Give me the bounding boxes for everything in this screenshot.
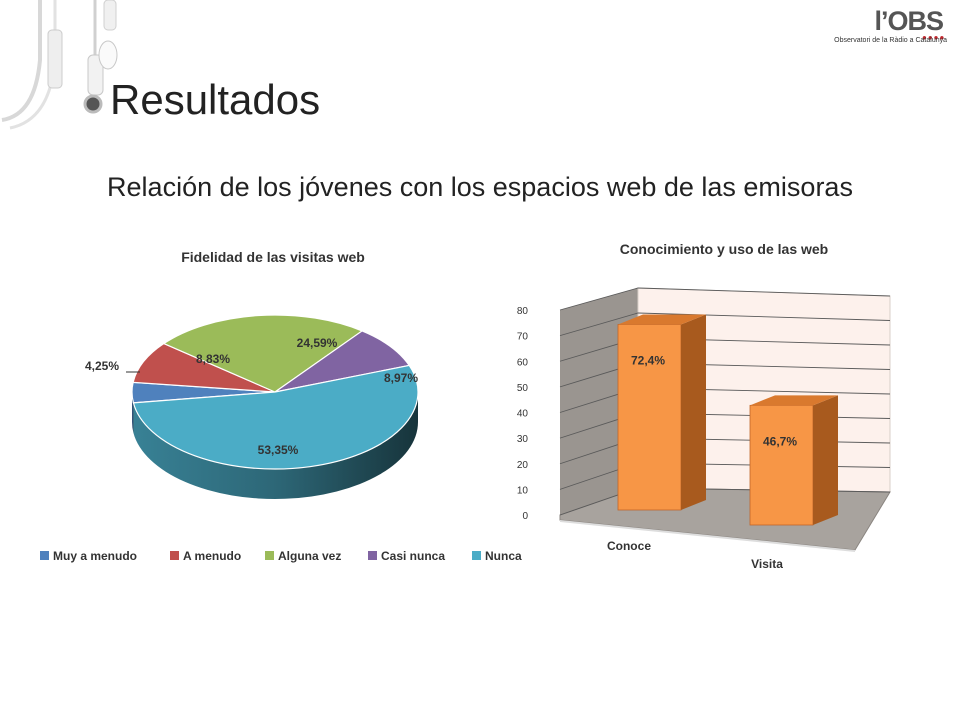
y-tick-label: 30 — [517, 434, 529, 445]
bullet-dot-icon — [83, 94, 103, 114]
bar-chart-bars: 72,4% 46,7% — [617, 314, 838, 526]
y-tick-label: 20 — [517, 460, 529, 471]
y-tick-label: 80 — [517, 306, 529, 317]
floor-edge — [560, 520, 855, 552]
bar-chart: Conocimiento y uso de las web 0 10 20 30 40 5… — [517, 241, 891, 571]
legend-label: Muy a menudo — [53, 549, 137, 563]
y-tick-label: 10 — [517, 485, 529, 496]
bar-chart-y-axis: 0 10 20 30 40 50 60 70 80 — [517, 306, 529, 522]
legend-label: A menudo — [183, 549, 241, 563]
pie-legend-item: Alguna vez — [265, 549, 341, 563]
legend-swatch — [40, 551, 49, 560]
bar-conoce-top — [618, 314, 706, 325]
pie-body — [131, 314, 419, 499]
gridline — [559, 287, 891, 311]
pie-chart: Fidelidad de las visitas web 4,25% 8,83% 2… — [40, 249, 522, 563]
logo-tagline: Observatori de la Ràdio a Catalunya — [834, 37, 947, 44]
pie-data-label: 8,83% — [196, 352, 230, 366]
pie-slice-alguna-vez — [162, 314, 364, 393]
pie-slice-nunca — [132, 364, 419, 470]
pie-legend-item: Casi nunca — [368, 549, 445, 563]
x-category-label: Conoce — [607, 539, 651, 553]
legend-swatch — [170, 551, 179, 560]
bar-data-label: 46,7% — [763, 434, 797, 448]
pie-legend-item: Muy a menudo — [40, 549, 137, 563]
pie-data-label: 8,97% — [384, 371, 418, 385]
bar-chart-x-axis: Conoce Visita — [607, 539, 783, 571]
logo-dots-icon: ●●●● — [922, 33, 946, 42]
bar-visita-front — [749, 404, 814, 526]
logo-wordmark: l’OBS — [874, 6, 944, 36]
y-tick-label: 0 — [522, 511, 528, 522]
y-tick-label: 60 — [517, 357, 529, 368]
earphones-decoration — [1, 0, 118, 130]
pie-legend-item: Nunca — [472, 549, 522, 563]
x-category-label: Visita — [751, 557, 783, 571]
legend-swatch — [368, 551, 377, 560]
pie-legend: Muy a menudo A menudo Alguna vez Casi nunca… — [40, 549, 522, 563]
bar-visita-top — [750, 395, 838, 406]
pie-data-labels: 4,25% 8,83% 24,59% 8,97% 53,35% — [85, 336, 418, 457]
y-tick-label: 40 — [517, 409, 529, 420]
bar-chart-title: Conocimiento y uso de las web — [620, 241, 828, 257]
bar-data-label: 72,4% — [631, 353, 665, 367]
pie-chart-title: Fidelidad de las visitas web — [181, 249, 365, 265]
pie-legend-item: A menudo — [170, 549, 241, 563]
slide-subtitle: Relación de los jóvenes con los espacios… — [107, 172, 853, 202]
y-tick-label: 50 — [517, 383, 529, 394]
lobs-logo: l’OBS ●●●● Observatori de la Ràdio a Cat… — [834, 6, 955, 48]
pie-slice-side — [133, 392, 418, 499]
legend-swatch — [265, 551, 274, 560]
bar-chart-walls — [559, 287, 891, 552]
legend-label: Casi nunca — [381, 549, 445, 563]
legend-label: Nunca — [485, 549, 522, 563]
slide-title: Resultados — [110, 76, 321, 123]
bar-conoce-side — [681, 314, 706, 510]
y-tick-label: 70 — [517, 332, 529, 343]
bar-conoce-front — [617, 324, 682, 511]
bar-visita-side — [813, 395, 838, 525]
gridline — [559, 312, 891, 337]
pie-data-label: 4,25% — [85, 359, 119, 373]
legend-swatch — [472, 551, 481, 560]
pie-slice-casi-nunca — [274, 330, 411, 393]
pie-data-label: 24,59% — [297, 336, 338, 350]
pie-data-label: 53,35% — [258, 443, 299, 457]
legend-label: Alguna vez — [278, 549, 341, 563]
